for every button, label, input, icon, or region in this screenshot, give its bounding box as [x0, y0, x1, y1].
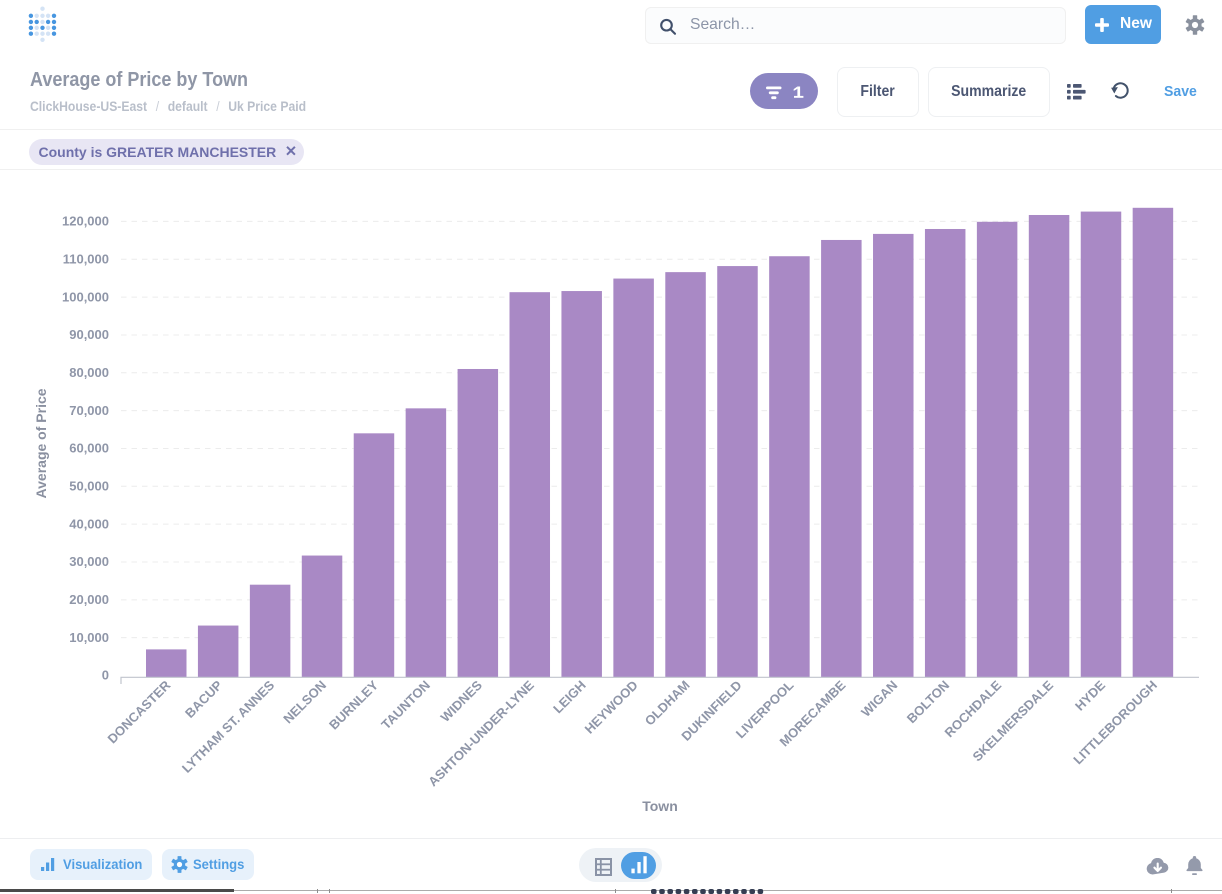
- svg-text:HYDE: HYDE: [1072, 677, 1108, 713]
- svg-text:80,000: 80,000: [69, 365, 109, 380]
- svg-text:LYTHAM ST. ANNES: LYTHAM ST. ANNES: [179, 677, 278, 776]
- svg-text:HEYWOOD: HEYWOOD: [582, 678, 641, 737]
- svg-text:10,000: 10,000: [69, 630, 109, 645]
- svg-text:Town: Town: [642, 798, 678, 814]
- svg-text:OLDHAM: OLDHAM: [642, 678, 693, 729]
- svg-text:90,000: 90,000: [69, 327, 109, 342]
- svg-text:DONCASTER: DONCASTER: [105, 677, 174, 746]
- svg-text:100,000: 100,000: [62, 289, 109, 304]
- svg-text:BACUP: BACUP: [182, 677, 226, 721]
- svg-text:70,000: 70,000: [69, 403, 109, 418]
- svg-text:50,000: 50,000: [69, 479, 109, 494]
- svg-text:110,000: 110,000: [63, 251, 109, 266]
- svg-text:WIGAN: WIGAN: [858, 678, 900, 720]
- svg-text:ASHTON-UNDER-LYNE: ASHTON-UNDER-LYNE: [425, 677, 537, 789]
- svg-text:BURNLEY: BURNLEY: [326, 677, 381, 732]
- svg-text:60,000: 60,000: [69, 441, 109, 456]
- svg-text:WIDNES: WIDNES: [438, 677, 486, 725]
- svg-text:TAUNTON: TAUNTON: [378, 678, 433, 733]
- svg-text:0: 0: [102, 668, 109, 683]
- svg-text:30,000: 30,000: [69, 554, 109, 569]
- svg-text:120,000: 120,000: [62, 214, 109, 229]
- svg-text:20,000: 20,000: [69, 592, 109, 607]
- svg-text:BOLTON: BOLTON: [904, 678, 953, 727]
- svg-text:LEIGH: LEIGH: [550, 678, 589, 717]
- svg-text:NELSON: NELSON: [280, 678, 329, 727]
- svg-text:Average of Price: Average of Price: [33, 388, 49, 498]
- svg-text:40,000: 40,000: [69, 516, 109, 531]
